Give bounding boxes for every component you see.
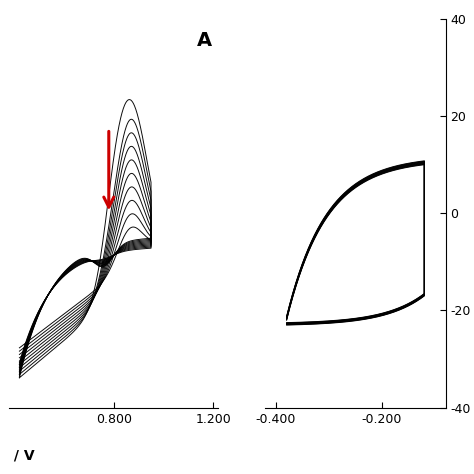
Text: A: A [197,31,212,50]
Text: / V: / V [9,449,35,463]
